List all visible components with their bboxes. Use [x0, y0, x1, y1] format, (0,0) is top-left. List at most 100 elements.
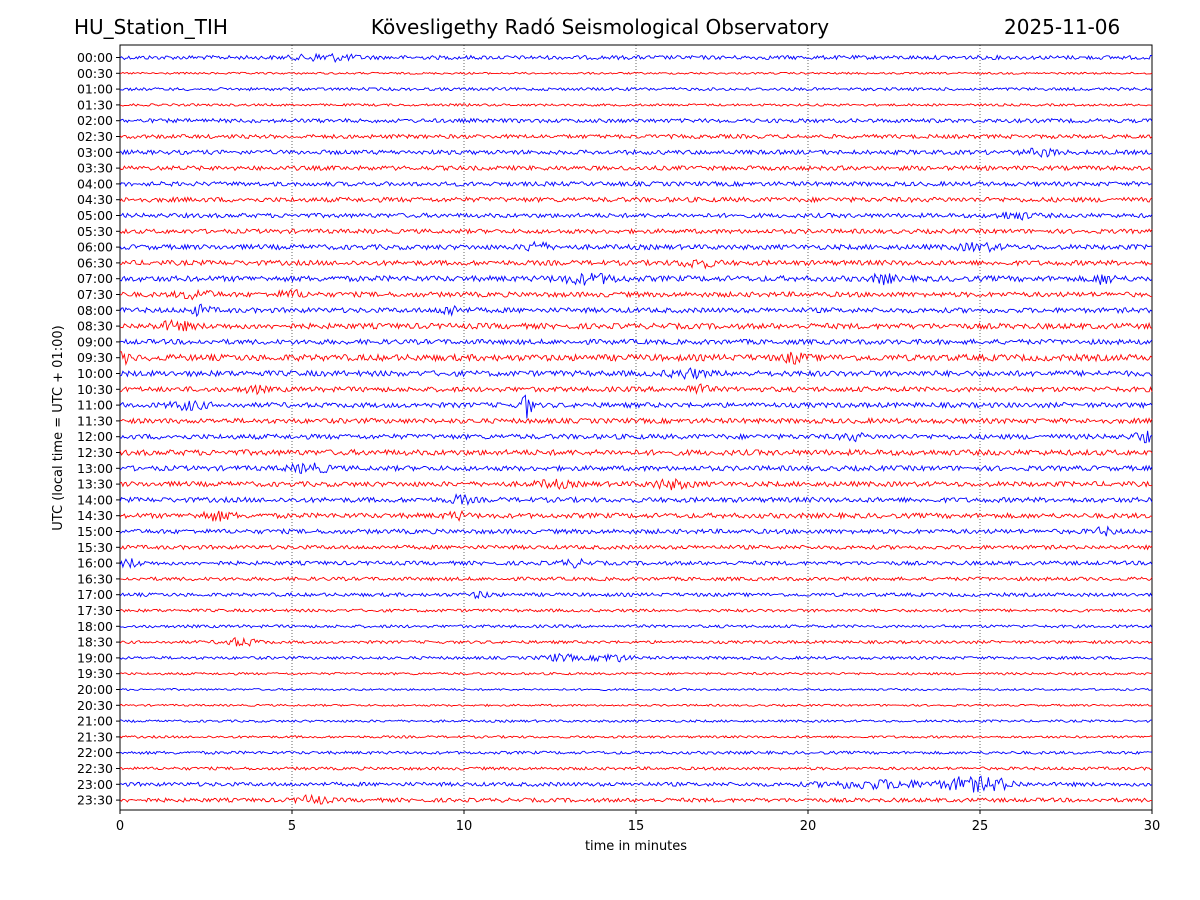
trace-0230 — [119, 133, 1153, 140]
trace-1200 — [119, 430, 1153, 444]
y-tick-label: 17:00 — [77, 587, 113, 602]
trace-1130 — [119, 417, 1153, 425]
trace-1800 — [119, 623, 1153, 629]
trace-0100 — [119, 86, 1153, 92]
trace-0730 — [120, 288, 1153, 301]
trace-0330 — [119, 164, 1153, 172]
trace-group — [119, 52, 1153, 805]
station-name: HU_Station_TIH — [74, 15, 228, 39]
trace-0000 — [119, 52, 1152, 63]
trace-1430 — [119, 510, 1153, 522]
x-tick-label-25: 25 — [972, 819, 989, 834]
y-tick-label: 23:30 — [77, 793, 113, 808]
x-axis-label: time in minutes — [585, 839, 687, 854]
trace-2230 — [119, 766, 1153, 771]
trace-1700 — [119, 590, 1153, 600]
y-axis-label: UTC (local time = UTC + 01:00) — [51, 325, 66, 530]
y-tick-label: 17:30 — [77, 603, 113, 618]
trace-0130 — [119, 102, 1153, 107]
trace-0800 — [119, 303, 1153, 318]
y-tick-label: 16:30 — [77, 571, 113, 586]
trace-1500 — [119, 525, 1153, 537]
trace-2000 — [119, 687, 1153, 692]
x-tick-label-5: 5 — [288, 819, 296, 834]
y-tick-label: 22:30 — [77, 761, 113, 776]
y-tick-label: 01:00 — [77, 82, 113, 97]
trace-1330 — [119, 477, 1153, 491]
y-tick-label: 05:00 — [77, 208, 113, 223]
y-tick-label: 19:00 — [77, 650, 113, 665]
y-tick-label: 21:30 — [77, 729, 113, 744]
trace-0630 — [119, 258, 1153, 270]
trace-0430 — [119, 196, 1153, 204]
x-tick-label-10: 10 — [456, 819, 473, 834]
y-tick-label: 14:00 — [77, 492, 113, 507]
y-tick-label: 01:30 — [77, 97, 113, 112]
trace-2330 — [119, 793, 1153, 805]
y-tick-label: 03:30 — [77, 161, 113, 176]
y-tick-label: 10:00 — [77, 366, 113, 381]
y-tick-label: 15:00 — [77, 524, 113, 539]
y-tick-label: 07:30 — [77, 287, 113, 302]
trace-0600 — [119, 240, 1153, 254]
y-tick-label: 18:30 — [77, 635, 113, 650]
trace-1600 — [119, 557, 1153, 570]
observatory-title: Kövesligethy Radó Seismological Observat… — [370, 15, 830, 39]
y-tick-label: 00:00 — [77, 50, 113, 65]
y-tick-label: 02:30 — [77, 129, 113, 144]
y-tick-label: 04:00 — [77, 176, 113, 191]
y-tick-label: 06:00 — [77, 240, 113, 255]
trace-0500 — [119, 211, 1153, 221]
y-tick-label: 10:30 — [77, 382, 113, 397]
y-tick-label: 05:30 — [77, 224, 113, 239]
y-tick-label: 13:00 — [77, 461, 113, 476]
y-tick-label: 09:30 — [77, 350, 113, 365]
y-tick-label: 19:30 — [77, 666, 113, 681]
y-tick-label: 23:00 — [77, 777, 113, 792]
y-tick-label: 12:00 — [77, 429, 113, 444]
trace-1000 — [119, 367, 1153, 380]
x-tick-label-0: 0 — [116, 819, 124, 834]
trace-0700 — [119, 272, 1153, 286]
y-tick-label: 18:00 — [77, 619, 113, 634]
trace-2100 — [119, 719, 1152, 724]
y-tick-label: 08:30 — [77, 319, 113, 334]
trace-2030 — [119, 703, 1153, 708]
trace-1930 — [119, 671, 1153, 676]
trace-1030 — [119, 383, 1153, 396]
trace-0830 — [119, 318, 1153, 332]
trace-0400 — [119, 180, 1153, 188]
plot-date: 2025-11-06 — [1004, 15, 1121, 39]
y-tick-label: 11:00 — [77, 398, 113, 413]
y-tick-label: 21:00 — [77, 714, 113, 729]
trace-1900 — [119, 652, 1152, 663]
y-tick-label: 04:30 — [77, 192, 113, 207]
grid-lines — [291, 45, 981, 810]
trace-0900 — [119, 338, 1153, 346]
trace-0930 — [119, 351, 1153, 366]
trace-0200 — [119, 117, 1153, 124]
y-tick-label: 16:00 — [77, 556, 113, 571]
trace-1400 — [119, 493, 1153, 506]
trace-1530 — [119, 544, 1153, 551]
y-tick-label: 12:30 — [77, 445, 113, 460]
y-tick-label: 11:30 — [77, 413, 113, 428]
x-tick-label-20: 20 — [800, 819, 817, 834]
y-tick-label: 08:00 — [77, 303, 113, 318]
trace-1630 — [119, 576, 1153, 582]
x-tick-label-15: 15 — [628, 819, 645, 834]
y-tick-label: 14:30 — [77, 508, 113, 523]
trace-2200 — [119, 750, 1153, 756]
y-tick-label: 20:00 — [77, 682, 113, 697]
y-tick-label: 07:00 — [77, 271, 113, 286]
x-tick-label-30: 30 — [1144, 819, 1161, 834]
y-tick-label: 13:30 — [77, 477, 113, 492]
trace-0530 — [119, 227, 1153, 235]
trace-1230 — [119, 448, 1153, 457]
trace-0300 — [119, 147, 1153, 158]
trace-2130 — [119, 734, 1153, 739]
x-axis-ticks: 0 5 10 15 20 25 30 — [116, 810, 1160, 834]
trace-1300 — [119, 462, 1153, 475]
trace-0030 — [119, 71, 1153, 75]
